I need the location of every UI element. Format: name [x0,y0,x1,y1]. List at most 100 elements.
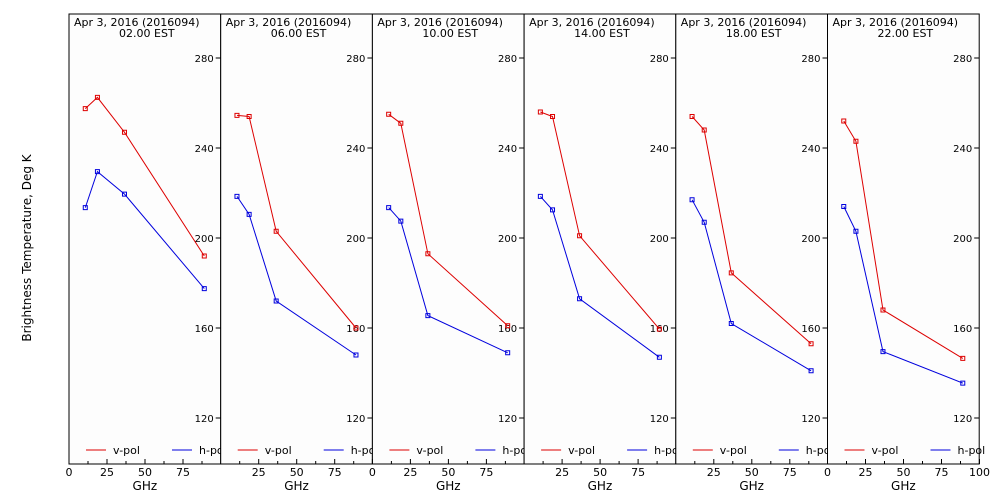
x-axis-label: GHz [284,479,309,493]
x-tick-label: 50 [593,466,607,479]
series-line-h-pol [388,207,508,354]
legend-label: v-pol [872,444,899,457]
panel-frame [827,13,980,465]
y-tick-label: 280 [953,54,972,65]
data-point-h-pol [841,204,847,209]
data-point-h-pol [808,368,814,374]
series-line-v-pol [84,96,205,257]
data-point-h-pol [353,352,359,358]
panel-frame [675,13,828,465]
series-line-v-pol [691,116,812,345]
data-point-v-pol [234,112,240,118]
data-point-h-pol [121,191,127,197]
data-point-h-pol [273,298,279,304]
y-tick-label: 200 [953,234,972,245]
y-tick-label: 120 [346,414,365,425]
legend-label: h-pol [806,444,834,457]
x-tick-label: 0 [66,466,73,479]
series-line-h-pol [540,196,660,358]
data-point-h-pol [234,193,240,199]
x-tick-label: 0 [824,466,831,479]
panel-title: Apr 3, 2016 (2016094) [529,16,655,29]
y-tick-label: 200 [195,234,214,245]
legend-label: v-pol [416,444,443,457]
y-tick-label: 240 [346,144,365,155]
y-tick-label: 160 [801,324,820,335]
data-point-v-pol [425,251,431,257]
x-tick-label: 25 [403,466,417,479]
data-point-h-pol [425,313,431,319]
y-tick-label: 160 [650,324,669,335]
x-tick-label: 75 [935,466,949,479]
x-tick-label: 0 [369,466,376,479]
series-line-h-pol [691,199,812,372]
panel-subtitle: 06.00 EST [271,27,327,40]
panel-title: Apr 3, 2016 (2016094) [681,16,807,29]
data-point-v-pol [656,326,662,332]
panel-4: Apr 3, 2016 (2016094)14.00 EST 120 160 200 2… [523,13,682,493]
legend-label: v-pol [568,444,595,457]
y-tick-label: 120 [650,414,669,425]
legend-label: v-pol [720,444,747,457]
panel-subtitle: 18.00 EST [726,27,782,40]
y-tick-label: 160 [498,324,517,335]
legend-label: v-pol [113,444,140,457]
x-tick-label: 25 [252,466,266,479]
data-point-h-pol [880,349,886,355]
legend-label: h-pol [199,444,227,457]
data-point-h-pol [656,354,662,360]
panel-frame [220,13,373,465]
x-tick-label: 25 [555,466,569,479]
data-point-v-pol [880,307,886,313]
panel-subtitle: 10.00 EST [422,27,478,40]
x-axis-label: GHz [133,479,158,493]
data-point-v-pol [537,109,543,115]
y-tick-label: 280 [346,54,365,65]
data-point-h-pol [386,205,392,211]
data-point-h-pol [246,211,252,217]
data-point-v-pol [960,355,966,361]
x-tick-label: 50 [441,466,455,479]
data-point-v-pol [853,138,859,144]
y-tick-label: 240 [953,144,972,155]
series-line-h-pol [84,170,205,289]
y-tick-label: 280 [498,54,517,65]
series-line-v-pol [236,114,357,329]
legend-label: v-pol [265,444,292,457]
data-point-h-pol [577,296,583,302]
data-point-v-pol [505,323,511,329]
x-tick-label: 75 [176,466,190,479]
y-tick-label: 160 [195,324,214,335]
data-point-h-pol [728,321,734,326]
data-point-v-pol [841,118,847,124]
panel-1: Apr 3, 2016 (2016094)02.00 EST 120 160 200 2… [66,13,227,493]
data-point-h-pol [537,193,543,199]
data-point-h-pol [82,205,88,211]
data-point-v-pol [353,325,359,331]
data-point-h-pol [398,218,404,224]
y-tick-label: 280 [195,54,214,65]
data-point-v-pol [689,114,695,119]
data-point-v-pol [82,106,88,112]
data-point-h-pol [550,207,556,213]
y-tick-label: 280 [650,54,669,65]
x-tick-label: 50 [290,466,304,479]
y-tick-label: 240 [498,144,517,155]
y-tick-label: 120 [953,414,972,425]
data-point-h-pol [701,219,707,225]
x-tick-label: 50 [138,466,152,479]
x-axis-label: GHz [739,479,764,493]
x-axis-label: GHz [891,479,916,493]
y-tick-label: 240 [195,144,214,155]
data-point-v-pol [728,270,734,276]
data-point-h-pol [960,380,966,386]
x-tick-label: 50 [745,466,759,479]
data-point-v-pol [808,341,814,347]
data-point-h-pol [201,286,207,292]
y-tick-label: 120 [801,414,820,425]
x-tick-label: 75 [783,466,797,479]
y-tick-label: 200 [346,234,365,245]
series-line-v-pol [388,113,509,327]
panel-title: Apr 3, 2016 (2016094) [377,16,503,29]
